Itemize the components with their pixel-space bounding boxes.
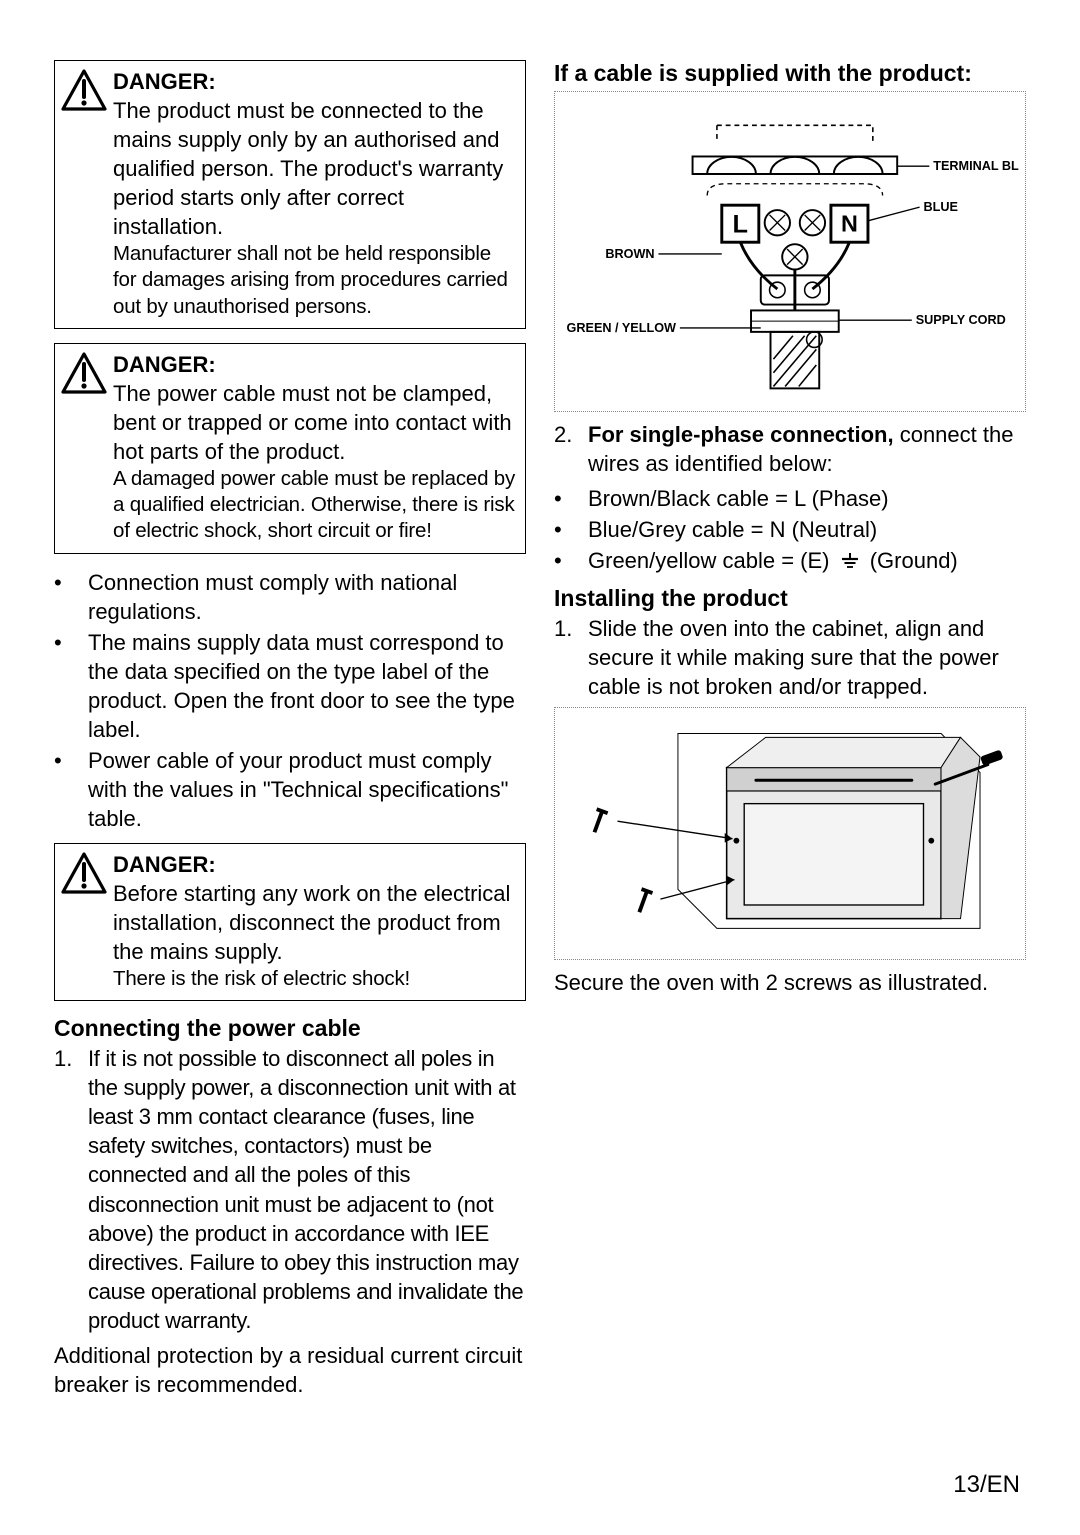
oven-diagram	[561, 714, 1019, 948]
list-item: 1.Slide the oven into the cabinet, align…	[554, 614, 1026, 701]
warning-icon	[61, 852, 107, 894]
list-item: •Blue/Grey cable = N (Neutral)	[554, 515, 1026, 544]
svg-text:TERMINAL BLOCK: TERMINAL BLOCK	[933, 159, 1019, 173]
left-bullets: •Connection must comply with national re…	[54, 568, 526, 833]
danger-1-title: DANGER:	[113, 67, 517, 96]
wire-bullets: •Brown/Black cable = L (Phase) •Blue/Gre…	[554, 484, 1026, 575]
list-item: 1.If it is not possible to disconnect al…	[54, 1044, 526, 1334]
left-column: DANGER: The product must be connected to…	[54, 60, 526, 1405]
svg-text:BLUE: BLUE	[923, 200, 957, 214]
svg-text:BROWN: BROWN	[605, 247, 654, 261]
danger-box-1: DANGER: The product must be connected to…	[54, 60, 526, 329]
danger-3-sub: There is the risk of electric shock!	[113, 966, 517, 992]
terminal-block-figure: L N	[554, 91, 1026, 412]
right-heading: If a cable is supplied with the product:	[554, 60, 1026, 87]
single-phase-list: 2. For single-phase connection, connect …	[554, 420, 1026, 478]
page-number: 13/EN	[953, 1471, 1020, 1499]
danger-2-body: The power cable must not be clamped, ben…	[113, 379, 517, 466]
connect-extra: Additional protection by a residual curr…	[54, 1341, 526, 1399]
svg-text:SUPPLY CORD: SUPPLY CORD	[916, 313, 1006, 327]
connecting-title: Connecting the power cable	[54, 1015, 526, 1042]
install-list: 1.Slide the oven into the cabinet, align…	[554, 614, 1026, 701]
svg-text:GREEN / YELLOW: GREEN / YELLOW	[567, 321, 677, 335]
installing-title: Installing the product	[554, 585, 1026, 612]
danger-box-2: DANGER: The power cable must not be clam…	[54, 343, 526, 554]
danger-2-sub: A damaged power cable must be replaced b…	[113, 466, 517, 545]
danger-1-sub: Manufacturer shall not be held responsib…	[113, 241, 517, 320]
ground-icon	[839, 551, 861, 573]
list-item: •Power cable of your product must comply…	[54, 746, 526, 833]
list-item: •Brown/Black cable = L (Phase)	[554, 484, 1026, 513]
list-item: • Green/yellow cable = (E) (Ground)	[554, 546, 1026, 575]
wiring-diagram: L N	[561, 98, 1019, 400]
install-caption: Secure the oven with 2 screws as illustr…	[554, 968, 1026, 997]
svg-text:L: L	[733, 210, 748, 238]
list-item: •Connection must comply with national re…	[54, 568, 526, 626]
svg-text:N: N	[841, 210, 858, 236]
list-item: 2. For single-phase connection, connect …	[554, 420, 1026, 478]
connect-list: 1.If it is not possible to disconnect al…	[54, 1044, 526, 1334]
danger-box-3: DANGER: Before starting any work on the …	[54, 843, 526, 1001]
list-item: •The mains supply data must correspond t…	[54, 628, 526, 744]
warning-icon	[61, 69, 107, 111]
warning-icon	[61, 352, 107, 394]
danger-2-title: DANGER:	[113, 350, 517, 379]
danger-3-body: Before starting any work on the electric…	[113, 879, 517, 966]
danger-3-title: DANGER:	[113, 850, 517, 879]
right-column: If a cable is supplied with the product:…	[554, 60, 1026, 1405]
single-phase-lead: For single-phase connection,	[588, 422, 894, 447]
oven-install-figure	[554, 707, 1026, 960]
danger-1-body: The product must be connected to the mai…	[113, 96, 517, 241]
